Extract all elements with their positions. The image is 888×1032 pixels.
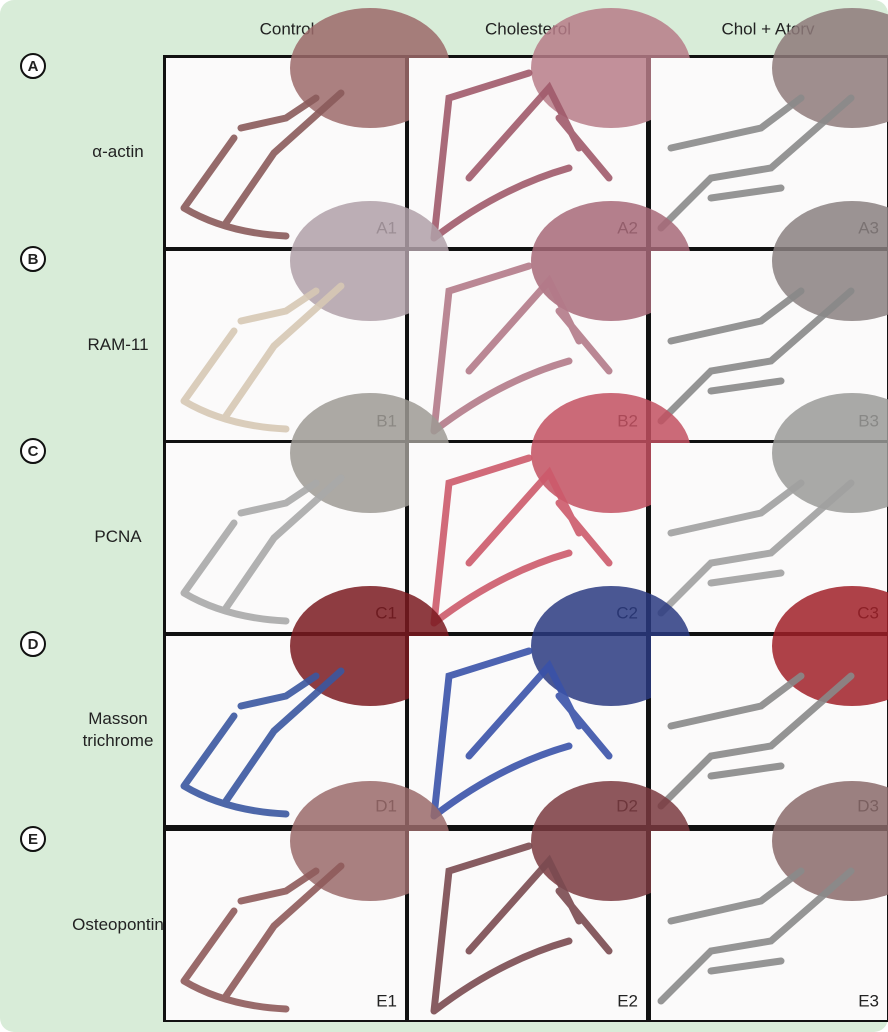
row-letter: C — [28, 443, 39, 460]
row-label: Masson — [88, 709, 148, 728]
row-label: PCNA — [94, 527, 142, 546]
row-letter: E — [28, 831, 38, 848]
figure: ControlCholesterolChol + AtorvAα-actinA1… — [0, 0, 888, 1032]
row-letter: B — [28, 251, 39, 268]
panel-label: E1 — [376, 991, 397, 1010]
row-label: α-actin — [92, 142, 143, 161]
row-letter: A — [28, 58, 39, 75]
panel-label: E2 — [617, 991, 638, 1010]
row-letter: D — [28, 636, 39, 653]
panel-label: E3 — [858, 991, 879, 1010]
row-label: trichrome — [83, 731, 154, 750]
row-label: Osteopontin — [72, 915, 164, 934]
row-label: RAM-11 — [87, 335, 148, 354]
